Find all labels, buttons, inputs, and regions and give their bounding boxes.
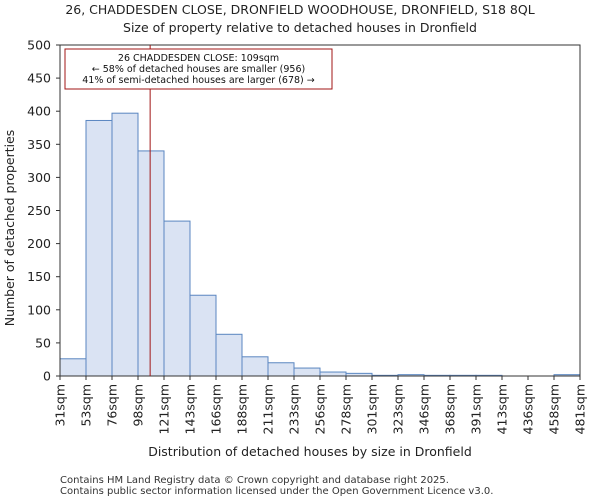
x-tick-label: 413sqm <box>495 384 510 434</box>
x-tick-label: 301sqm <box>365 384 380 434</box>
y-tick-label: 150 <box>27 269 51 284</box>
y-tick-label: 250 <box>27 203 51 218</box>
bar-121sqm <box>163 220 191 377</box>
x-tick-label: 211sqm <box>261 384 276 434</box>
footer-line-2: Contains public sector information licen… <box>60 486 493 497</box>
bar-166sqm <box>215 333 243 377</box>
x-tick-label: 98sqm <box>131 384 146 427</box>
x-tick-label: 233sqm <box>287 384 302 434</box>
x-tick-label: 53sqm <box>79 384 94 427</box>
x-tick-label: 436sqm <box>521 384 536 434</box>
y-tick-label: 50 <box>35 335 51 350</box>
x-axis-ticks: 31sqm 53sqm 76sqm 98sqm 121sqm 143sqm 166sqm 18… <box>53 376 588 434</box>
x-tick-label: 76sqm <box>105 384 120 427</box>
y-axis-label: Number of detached properties <box>2 130 17 327</box>
x-tick-label: 458sqm <box>547 384 562 434</box>
x-tick-label: 188sqm <box>235 384 250 434</box>
y-tick-label: 500 <box>27 38 51 53</box>
x-tick-label: 31sqm <box>53 384 68 427</box>
bar-188sqm <box>241 356 269 377</box>
x-tick-label: 391sqm <box>469 384 484 434</box>
bar-233sqm <box>293 367 321 377</box>
annotation-line-1: 26 CHADDESDEN CLOSE: 109sqm <box>118 53 279 64</box>
y-tick-label: 100 <box>27 302 51 317</box>
x-tick-label: 143sqm <box>183 384 198 434</box>
bar-31sqm <box>59 358 87 377</box>
y-tick-label: 350 <box>27 137 51 152</box>
chart-subtitle: Size of property relative to detached ho… <box>123 20 477 35</box>
annotation-box <box>64 48 333 90</box>
bar-211sqm <box>267 362 295 377</box>
y-tick-label: 400 <box>27 104 51 119</box>
y-axis-ticks: 0 50 100 150 200 250 300 350 400 450 500 <box>27 38 60 384</box>
bars-group <box>59 112 581 377</box>
annotation-line-3: 41% of semi-detached houses are larger (… <box>82 75 315 86</box>
bar-76sqm <box>111 112 139 377</box>
x-tick-label: 346sqm <box>417 384 432 434</box>
x-tick-label: 323sqm <box>391 384 406 434</box>
plot-frame <box>59 44 581 377</box>
y-tick-label: 300 <box>27 170 51 185</box>
y-tick-label: 0 <box>43 369 51 384</box>
x-tick-label: 166sqm <box>209 384 224 434</box>
x-tick-label: 481sqm <box>573 384 588 434</box>
chart-title: 26, CHADDESDEN CLOSE, DRONFIELD WOODHOUS… <box>65 2 534 17</box>
bar-143sqm <box>189 294 217 377</box>
x-tick-label: 256sqm <box>313 384 328 434</box>
x-tick-label: 368sqm <box>443 384 458 434</box>
y-tick-label: 200 <box>27 236 51 251</box>
x-tick-label: 121sqm <box>157 384 172 434</box>
x-tick-label: 278sqm <box>339 384 354 434</box>
annotation-line-2: ← 58% of detached houses are smaller (95… <box>92 64 305 75</box>
x-axis-label: Distribution of detached houses by size … <box>148 444 472 459</box>
bar-256sqm <box>319 371 347 377</box>
y-tick-label: 450 <box>27 71 51 86</box>
bar-98sqm <box>137 150 165 377</box>
footer-line-1: Contains HM Land Registry data © Crown c… <box>60 475 449 486</box>
bar-53sqm <box>85 119 113 377</box>
